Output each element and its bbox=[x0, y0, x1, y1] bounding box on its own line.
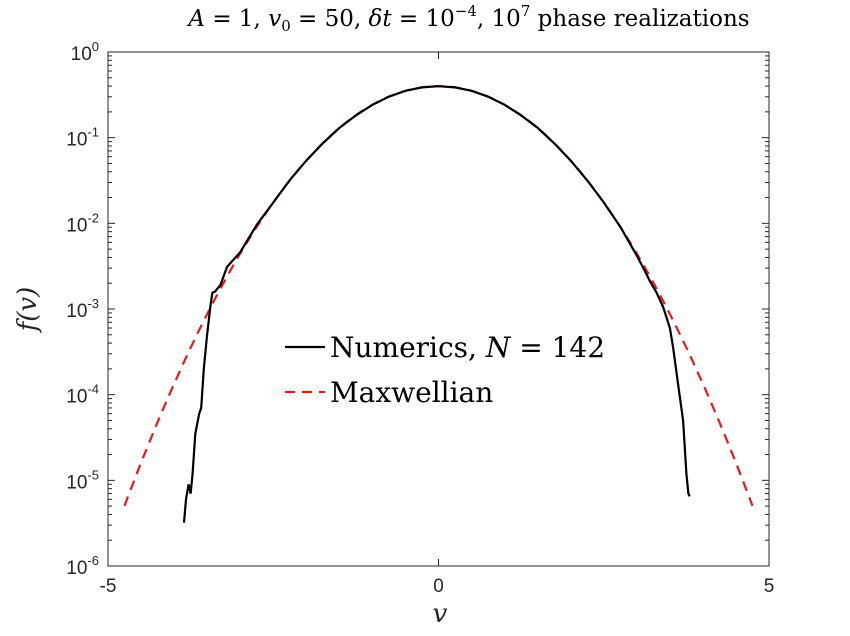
legend-label-maxwellian: Maxwellian bbox=[330, 376, 493, 409]
x-axis: -5 0 5 bbox=[100, 52, 775, 597]
plot-area bbox=[107, 51, 770, 567]
x-tick-label: 0 bbox=[433, 576, 444, 597]
y-tick-label: 100 bbox=[71, 39, 99, 65]
y-tick-label: 10-4 bbox=[66, 382, 99, 408]
y-tick-label: 10-3 bbox=[66, 296, 99, 322]
y-axis: 10-6 10-5 10-4 10-3 10-2 10-1 100 bbox=[66, 39, 769, 579]
y-tick-label: 10-1 bbox=[66, 125, 99, 151]
x-tick-label: -5 bbox=[100, 576, 117, 597]
x-tick-label: 5 bbox=[764, 576, 775, 597]
legend: Numerics, N = 142 Maxwellian bbox=[285, 331, 605, 409]
x-axis-label: v bbox=[433, 599, 448, 629]
y-axis-label: f(v) bbox=[13, 287, 43, 334]
series-numerics-line bbox=[182, 85, 691, 523]
legend-label-numerics: Numerics, N = 142 bbox=[330, 331, 605, 364]
y-tick-label: 10-5 bbox=[66, 467, 99, 493]
y-tick-label: 10-2 bbox=[66, 210, 99, 236]
y-tick-label: 10-6 bbox=[66, 553, 99, 579]
chart-title: A = 1, v0 = 50, δt = 10−4, 107 phase rea… bbox=[186, 2, 749, 35]
